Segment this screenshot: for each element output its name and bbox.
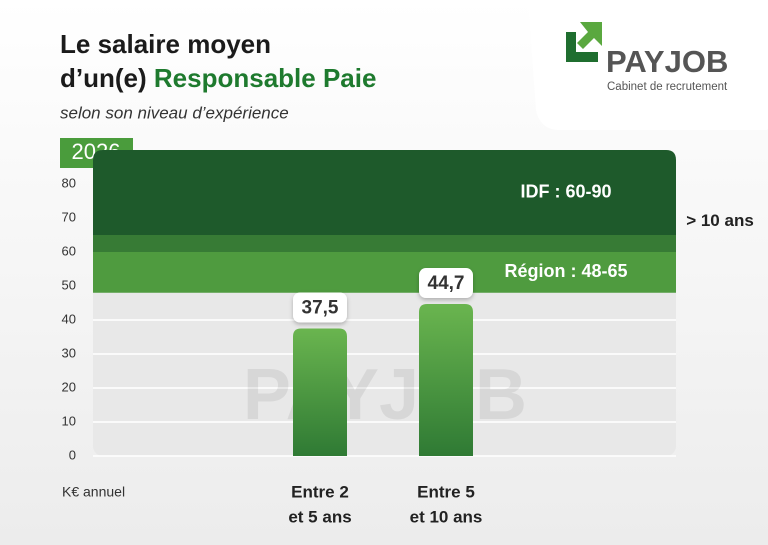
x-tick-label: et 5 ans xyxy=(288,507,351,526)
range-label: Région : 48-65 xyxy=(504,261,627,281)
range-band xyxy=(93,150,676,252)
y-tick-label: 60 xyxy=(62,243,76,258)
title-highlight: Responsable Paie xyxy=(154,63,377,93)
y-tick-label: 80 xyxy=(62,175,76,190)
title-prefix: d’un(e) xyxy=(60,63,147,93)
x-tick-label: et 10 ans xyxy=(410,507,483,526)
value-label-box xyxy=(419,268,473,299)
y-tick-label: 50 xyxy=(62,277,76,292)
logo-tagline: Cabinet de recrutement xyxy=(607,81,728,93)
y-tick-label: 20 xyxy=(62,379,76,394)
subtitle: selon son niveau d’expérience xyxy=(60,103,289,122)
bar xyxy=(293,328,347,456)
logo-icon xyxy=(566,22,602,62)
y-tick-label: 70 xyxy=(62,209,76,224)
y-tick-label: 0 xyxy=(69,447,76,462)
range-label: IDF : 60-90 xyxy=(520,181,611,201)
bar xyxy=(419,304,473,456)
value-label: 37,5 xyxy=(302,298,339,319)
range-overlap xyxy=(93,235,676,252)
value-label: 44,7 xyxy=(428,273,465,294)
y-tick-label: 10 xyxy=(62,413,76,428)
title-line-2: d’un(e) Responsable Paie xyxy=(60,63,376,93)
x-tick-label: > 10 ans xyxy=(686,211,754,230)
value-label-box xyxy=(293,292,347,323)
title-line-1: Le salaire moyen xyxy=(60,29,271,59)
logo-text: PAYJOB xyxy=(606,44,728,79)
watermark: PAYJOB xyxy=(243,355,527,435)
y-axis-label: K€ annuel xyxy=(62,484,125,500)
y-tick-label: 30 xyxy=(62,345,76,360)
x-tick-label: Entre 5 xyxy=(417,482,475,501)
y-tick-label: 40 xyxy=(62,311,76,326)
x-tick-label: Entre 2 xyxy=(291,482,349,501)
